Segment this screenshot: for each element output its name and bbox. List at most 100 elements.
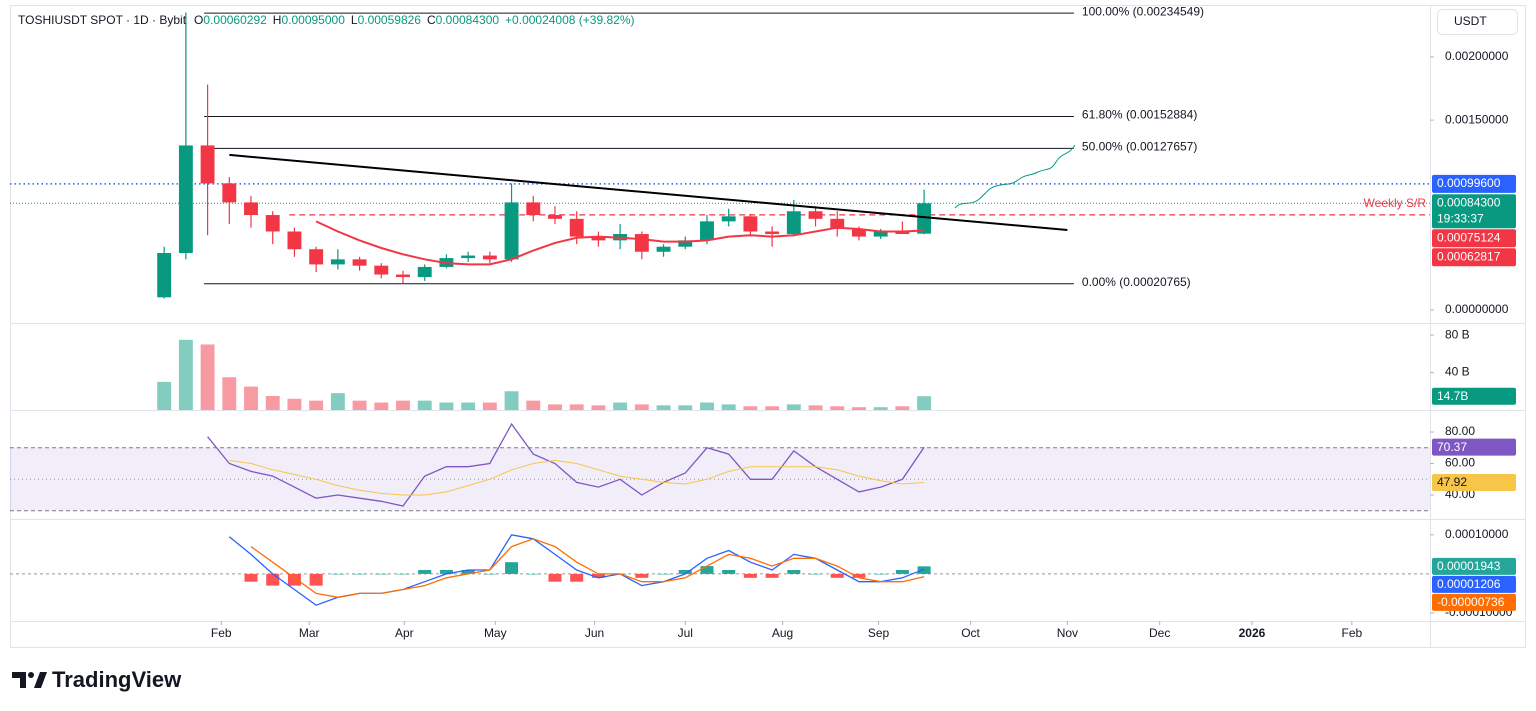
x-tick-label: 2026 [1239, 626, 1266, 640]
price-badge [1432, 174, 1516, 193]
histogram-bar [526, 573, 540, 575]
histogram-bar [505, 562, 519, 574]
volume-bar [265, 395, 280, 410]
x-tick-label: Feb [1341, 626, 1362, 640]
price-badge [1432, 575, 1516, 593]
currency-box[interactable] [1437, 9, 1518, 35]
candle-body [917, 203, 932, 234]
histogram-bar [635, 573, 649, 578]
histogram-bar [591, 573, 605, 578]
countdown: 19:33:37 [1437, 211, 1484, 225]
ohlc-key: C [427, 13, 436, 27]
price-badge [1432, 474, 1516, 492]
volume-bar [895, 406, 910, 410]
x-tick-label: Aug [772, 626, 793, 640]
histogram-bar [787, 570, 801, 574]
volume-bar [548, 404, 562, 410]
price-badge-label: 0.00075124 [1437, 230, 1501, 244]
trendline [229, 153, 1068, 231]
volume-bar [396, 400, 410, 410]
price-badge-label: 0.00084300 [1437, 195, 1501, 209]
candle-body [504, 202, 519, 260]
histogram-bar [353, 573, 367, 575]
rsi-line [229, 459, 925, 496]
volume-bar [330, 393, 345, 410]
logo-mark [12, 672, 26, 688]
histogram-bar [483, 573, 497, 575]
candle-body [374, 265, 389, 275]
volume-bar [157, 381, 172, 410]
logo-dot [28, 672, 34, 678]
candle-body [178, 145, 193, 254]
candle-body [656, 246, 671, 252]
volume-bar [591, 405, 606, 410]
volume-bar [200, 344, 215, 410]
volume-bar [352, 400, 367, 410]
candle-body [700, 221, 714, 241]
volume-bar [808, 405, 823, 410]
signal-line [250, 538, 925, 598]
price-line-name: Weekly S/R [1364, 196, 1427, 210]
volume-bar [743, 406, 758, 410]
price-badge-label: 47.92 [1437, 475, 1467, 489]
price-badge-label: 0.00001206 [1437, 577, 1501, 591]
histogram-bar [830, 573, 844, 578]
candle-body [786, 211, 801, 235]
volume-bar [786, 404, 801, 410]
volume-bar [700, 402, 714, 410]
x-tick-label: Jun [585, 626, 604, 640]
histogram-bar [461, 570, 475, 574]
brand-logo: TradingView [12, 667, 182, 692]
candle-body [482, 255, 497, 260]
y-tick-label: 40 B [1445, 365, 1470, 379]
price-badge [1432, 387, 1516, 405]
fib-label: 61.80% (0.00152884) [1082, 108, 1197, 122]
volume-bar [634, 404, 649, 410]
ohlc-key: H [273, 13, 282, 27]
x-tick-label: Feb [211, 626, 232, 640]
candle-body [721, 216, 736, 222]
ohlc-value: 0.00084300 [436, 13, 500, 27]
ohlc-value: 0.00059826 [358, 13, 422, 27]
histogram-bar [418, 570, 432, 574]
candle-body [873, 231, 888, 237]
volume-bar [439, 402, 454, 410]
histogram-bar [548, 573, 562, 582]
projection-path [954, 144, 1076, 209]
candle-body [244, 202, 258, 216]
volume-bar [765, 406, 780, 410]
histogram-bar [244, 573, 258, 582]
histogram-bar [852, 573, 866, 578]
price-badge [1432, 194, 1516, 229]
volume-bar [244, 386, 258, 410]
candle-body [461, 255, 476, 259]
ohlc-key: L [351, 13, 358, 27]
macd-line [228, 534, 925, 606]
histogram-bar [765, 573, 779, 578]
price-badge-label: 0.00062817 [1437, 249, 1501, 263]
logo-mark [34, 672, 47, 688]
moving-average [315, 220, 925, 266]
rsi-band [10, 447, 1430, 511]
ohlc-value: 0.00060292 [203, 13, 267, 27]
x-tick-label: Apr [395, 626, 414, 640]
fib-label: 50.00% (0.00127657) [1082, 140, 1197, 154]
fib-label: 100.00% (0.00234549) [1082, 4, 1204, 18]
x-tick-label: May [484, 626, 507, 640]
volume-bar [678, 405, 693, 410]
y-tick-label: 80 B [1445, 327, 1470, 341]
fib-label: 0.00% (0.00020765) [1082, 275, 1191, 289]
histogram-bar [266, 573, 280, 586]
symbol-header: TOSHIUSDT SPOT · 1D · Bybit O0.00060292 H0… [18, 13, 635, 27]
candle-body [417, 266, 432, 278]
price-badge-label: 14.7B [1437, 389, 1468, 403]
candle-body [634, 234, 649, 252]
histogram-bar [874, 573, 888, 575]
histogram-bar [396, 573, 410, 575]
volume-bar [504, 391, 519, 410]
volume-bar [287, 398, 302, 410]
x-tick-label: Mar [299, 626, 320, 640]
